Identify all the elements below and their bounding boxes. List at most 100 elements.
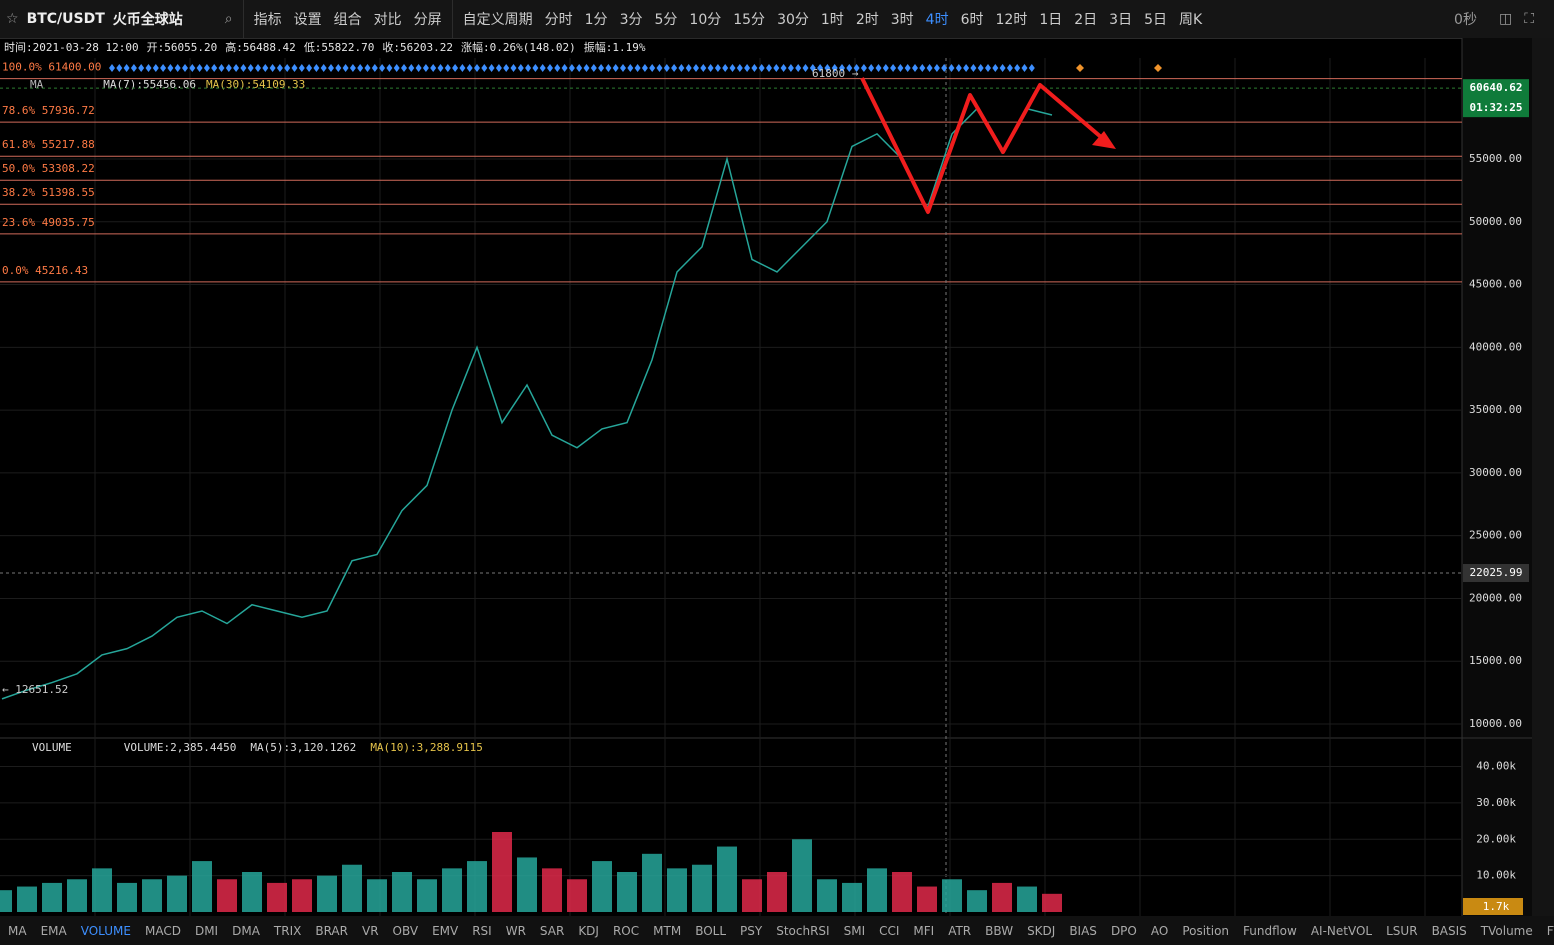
camera-icon[interactable]: ◫ [1498,11,1513,27]
period-button[interactable]: 2时 [855,12,879,28]
arrow-head [1092,131,1116,149]
indicator-tab[interactable]: CCI [879,923,900,938]
indicator-tab[interactable]: TRIX [273,923,302,938]
period-button[interactable]: 3日 [1109,12,1133,28]
event-marker [488,64,495,72]
indicator-tab[interactable]: KDJ [578,923,599,938]
tool-button[interactable]: 组合 [333,12,362,28]
indicator-tab[interactable]: Fundflow [1243,923,1297,938]
indicator-tab[interactable]: ROC [612,923,640,938]
period-button[interactable]: 2日 [1074,12,1098,28]
indicator-tab[interactable]: WR [505,923,526,938]
period-button[interactable]: 周K [1179,12,1203,28]
indicator-tab[interactable]: DMA [232,923,260,938]
y-tick-label: 15000.00 [1469,654,1522,667]
y-tick-label: 55000.00 [1469,152,1522,165]
high-label: 61800 → [812,67,859,80]
indicator-tab[interactable]: ATR [948,923,972,938]
period-button[interactable]: 1分 [584,12,608,28]
separator [242,0,244,38]
period-button[interactable]: 1时 [820,12,844,28]
info-field: 高:56488.42 [225,40,296,54]
indicator-tab[interactable]: BASIS [1431,923,1467,938]
indicator-tab[interactable]: MACD [144,923,181,938]
event-marker [671,64,678,72]
y-tick-label: 50000.00 [1469,215,1522,228]
event-marker [612,64,619,72]
tool-button[interactable]: 指标 [253,12,282,28]
event-marker [247,64,254,72]
period-button[interactable]: 分时 [544,12,573,28]
indicator-tab[interactable]: VOLUME [80,923,131,938]
event-marker [970,64,977,72]
indicator-tab[interactable]: StochRSI [776,923,830,938]
y-tick-label: 20000.00 [1469,591,1522,604]
event-marker [459,64,466,72]
chart-area: 时间:2021-03-28 12:00 开:56055.20 高:56488.42 低… [0,38,1554,916]
indicator-tab[interactable]: LSUR [1386,923,1418,938]
indicator-tab[interactable]: BBW [985,923,1014,938]
volume-bar [392,872,412,912]
tool-button[interactable]: 对比 [373,12,402,28]
period-button[interactable]: 6时 [960,12,984,28]
period-button[interactable]: 3分 [619,12,643,28]
event-marker [495,64,502,72]
indicator-tab[interactable]: PSY [740,923,763,938]
volume-bar [467,861,487,912]
indicator-tab[interactable]: SAR [539,923,565,938]
volume-bar [817,879,837,912]
indicator-tab[interactable]: MTM [653,923,682,938]
indicator-tab[interactable]: AO [1150,923,1169,938]
indicator-tabs: MA EMA VOLUME MACD DMI DMA TRIX BRAR VR OBV EMV RSI… [0,916,1554,945]
indicator-tab[interactable]: BOLL [695,923,727,938]
indicator-tab[interactable]: FTBS [1546,923,1554,938]
tool-button[interactable]: 分屏 [413,12,442,28]
indicator-tab[interactable]: VR [361,923,379,938]
y-tick-label: 10.00k [1476,869,1516,882]
indicator-tab[interactable]: BIAS [1069,923,1097,938]
period-label[interactable]: 自定义周期 [462,12,533,28]
indicator-tab[interactable]: DMI [194,923,219,938]
indicator-tab[interactable]: AI-NetVOL [1310,923,1373,938]
indicator-tab[interactable]: DPO [1110,923,1137,938]
volume-bar [1017,886,1037,912]
fullscreen-icon[interactable]: ⛶ [1524,11,1534,27]
price-axis-bg [1462,38,1532,916]
period-button[interactable]: 5日 [1144,12,1168,28]
event-marker [503,64,510,72]
indicator-tab[interactable]: EMA [40,923,67,938]
star-icon[interactable]: ☆ [6,11,19,27]
indicator-tab[interactable]: EMV [432,923,459,938]
indicator-tab[interactable]: MFI [913,923,935,938]
event-marker [583,64,590,72]
event-marker [649,64,656,72]
indicator-tab[interactable]: Position [1182,923,1230,938]
indicator-tab[interactable]: MA [8,923,27,938]
period-button[interactable]: 4时 [925,12,949,28]
indicator-tab[interactable]: SMI [843,923,866,938]
indicator-tab[interactable]: BRAR [315,923,348,938]
event-marker [145,64,152,72]
tool-button[interactable]: 设置 [293,12,322,28]
period-button[interactable]: 15分 [733,12,766,28]
period-button[interactable]: 3时 [890,12,914,28]
period-button[interactable]: 5分 [654,12,678,28]
indicator-tab[interactable]: TVolume [1480,923,1533,938]
event-marker [386,64,393,72]
symbol[interactable]: BTC/USDT [26,11,105,27]
period-button[interactable]: 12时 [995,12,1028,28]
search-icon[interactable]: ⌕ [224,11,233,27]
indicator-tab[interactable]: SKDJ [1027,923,1056,938]
event-marker [138,64,145,72]
indicator-tab[interactable]: OBV [392,923,419,938]
event-marker [1014,64,1021,72]
event-marker [408,64,415,72]
volume-legend: MA(5):3,120.1262 [250,741,356,754]
event-marker [817,64,824,72]
event-marker [320,64,327,72]
period-button[interactable]: 30分 [777,12,809,28]
period-button[interactable]: 10分 [689,12,722,28]
period-button[interactable]: 1日 [1039,12,1063,28]
indicator-tab[interactable]: RSI [472,923,492,938]
event-marker [955,64,962,72]
